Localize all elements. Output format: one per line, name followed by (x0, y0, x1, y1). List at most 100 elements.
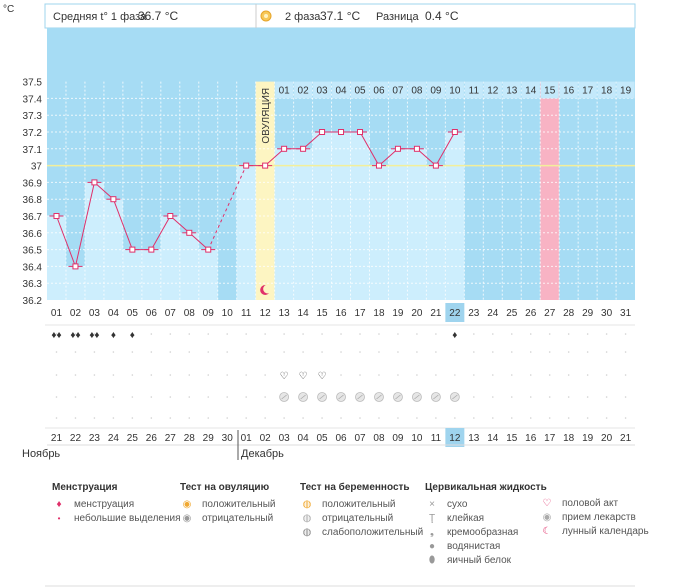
light-discharge-icon: ♦ (130, 330, 135, 341)
grid-dot (55, 396, 58, 398)
heart-icon: ♡ (299, 371, 308, 382)
pill-line (433, 394, 439, 400)
cycle-day: 30 (601, 308, 613, 319)
legend-label: сухо (447, 498, 468, 510)
phase2-value: 37.1 °C (320, 9, 360, 23)
grid-dot (491, 396, 494, 398)
cycle-day: 08 (184, 308, 196, 319)
grid-dot (321, 374, 323, 376)
calendar-date: 10 (411, 433, 423, 444)
grid-dot (340, 374, 342, 376)
grid-dot (131, 417, 134, 419)
grid-dot (529, 333, 532, 335)
cycle-cell (597, 81, 616, 99)
calendar-date: 01 (241, 433, 253, 444)
grid-dot (112, 333, 115, 335)
grid-dot (226, 333, 229, 335)
grid-dot (150, 374, 153, 376)
cycle-cell (407, 81, 426, 99)
cycle-day: 09 (203, 308, 215, 319)
grid-dot (473, 417, 475, 419)
pill-line (376, 394, 382, 400)
grid-dot (397, 333, 399, 335)
series-segment (112, 199, 133, 250)
cycle-day: 17 (354, 308, 366, 319)
grid-dot (169, 351, 172, 353)
grid-dot (131, 374, 134, 376)
highlight-cell (445, 428, 465, 447)
grid-dot (510, 351, 513, 353)
grid-dot (624, 396, 627, 398)
legend-label: слабоположительный (322, 526, 424, 538)
y-tick-label: 37.3 (23, 111, 43, 122)
legend-label: положительный (322, 498, 396, 510)
temp-bar (274, 148, 294, 300)
legend-item: ⬮ яичный белок (425, 553, 547, 567)
y-tick-label: 36.3 (23, 279, 43, 290)
legend-item: ◉ положительный (180, 497, 276, 511)
ovulation-band (255, 81, 275, 300)
grid-dot (207, 396, 210, 398)
cycle-cell (464, 81, 483, 99)
phase1-label: Средняя t° 1 фаза (53, 11, 147, 23)
cycle-day: 16 (335, 308, 347, 319)
cycle-day: 06 (146, 308, 158, 319)
grid-dot (359, 333, 361, 335)
grid-dot (624, 417, 627, 419)
dry-icon: × (429, 498, 435, 510)
grid-dot (93, 374, 96, 376)
grid-dot (112, 351, 115, 353)
series-segment (302, 131, 323, 150)
grid-dot (473, 396, 475, 398)
grid-dot (548, 333, 551, 335)
grid-dot (548, 417, 551, 419)
data-point (375, 162, 382, 169)
pill-line (300, 394, 306, 400)
grid-dot (245, 374, 247, 376)
legend-pregnancy-test-title: Тест на беременность (300, 482, 410, 493)
grid-dot (416, 333, 418, 335)
grid-dot (548, 396, 551, 398)
grid-dot (283, 333, 285, 335)
calendar-date: 21 (620, 433, 632, 444)
calendar-date: 21 (51, 433, 63, 444)
grid-dot (131, 396, 134, 398)
legend-label: отрицательный (322, 512, 394, 524)
data-point (243, 162, 250, 169)
grid-dot (321, 417, 323, 419)
month-first: Ноябрь (22, 448, 60, 460)
grid-dot (55, 351, 58, 353)
grid-dot (605, 351, 608, 353)
series-segment (435, 131, 456, 166)
grid-dot (491, 417, 494, 419)
ovulation-positive-icon: ◉ (182, 498, 192, 510)
grid-dot (397, 351, 399, 353)
bands (255, 81, 560, 300)
temp-bar (160, 216, 180, 300)
series-segment (416, 148, 437, 166)
data-point (338, 129, 345, 135)
grid-dot (586, 374, 589, 376)
cycle-cell (521, 81, 540, 99)
grid-dot (188, 351, 191, 353)
cycle-number: 16 (563, 86, 575, 97)
sticky-icon: Ţ (428, 512, 436, 524)
grid-dot (454, 351, 456, 353)
temp-bar (84, 182, 104, 300)
grid-dot (510, 396, 513, 398)
temp-bar (103, 199, 123, 300)
data-point (357, 129, 364, 135)
menstruation-icon: ♦♦ (70, 330, 80, 341)
grid-dot (283, 417, 285, 419)
pregnancy-negative-icon: ◍ (302, 512, 312, 524)
series-segment (188, 232, 209, 250)
grid-dot (529, 374, 532, 376)
grid-dot (548, 374, 551, 376)
grid-dot (302, 351, 304, 353)
phase2-label: 2 фаза (285, 11, 321, 23)
grid-dot (226, 417, 229, 419)
legend-label: кремообразная (447, 526, 519, 538)
